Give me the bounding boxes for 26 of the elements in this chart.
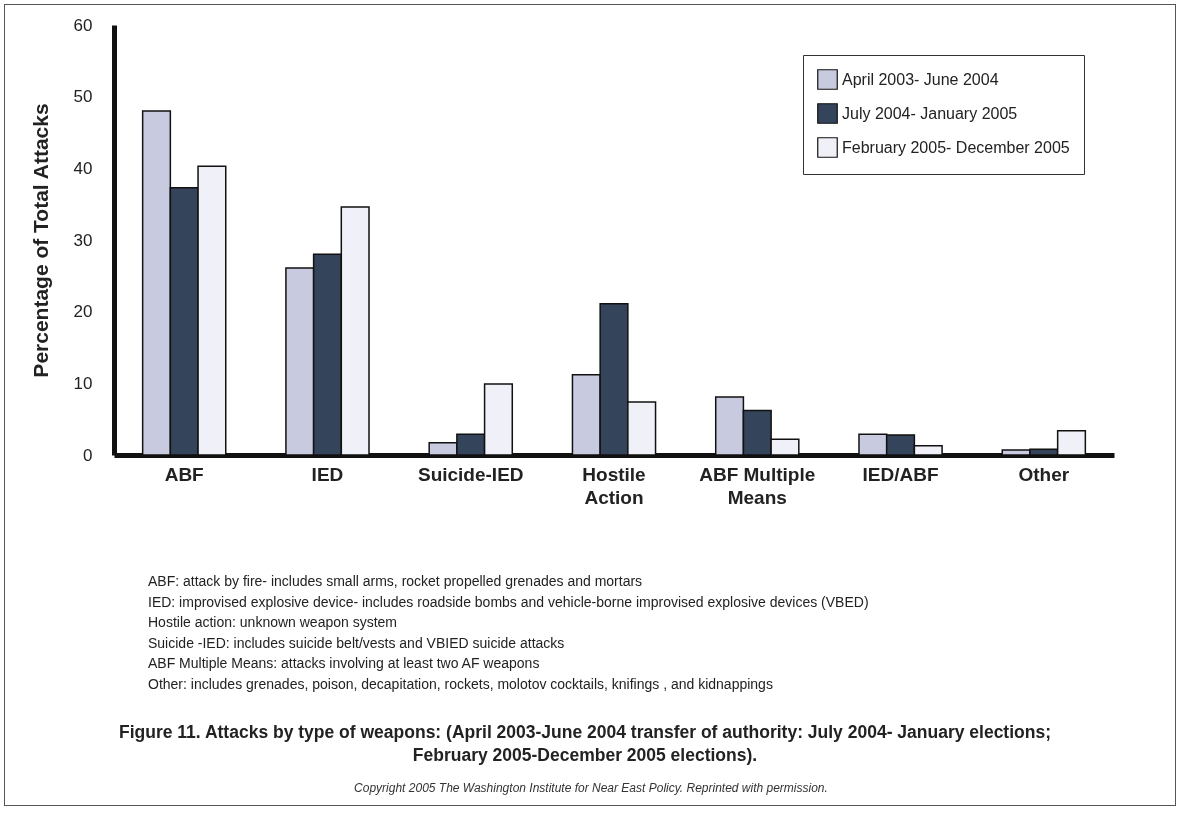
legend-label: April 2003- June 2004	[842, 70, 999, 88]
legend-label: February 2005- December 2005	[842, 138, 1070, 156]
text: Hostile action: unknown weapon system	[148, 613, 399, 633]
text: Figure 11. Attacks by type of weapons: (April 2003-June 2004 transfer of authority: July 2004- January elections; February 2005-December 2005 elections).	[118, 721, 1052, 767]
text: Copyright 2005 The Washington Institute for Near East Policy. Reprinted with permission.	[353, 781, 829, 795]
y-tick-label: 60	[73, 15, 93, 35]
x-tick-label: Other	[1018, 463, 1070, 485]
text: Other: includes grenades, poison, decapitation, rockets, molotov cocktails, knifings , and kidnappings	[148, 674, 774, 694]
y-tick-label: 10	[73, 373, 93, 393]
y-axis-title: Percentage of Total Attacks	[28, 103, 52, 378]
x-tick-label: ABF	[164, 463, 204, 485]
y-tick-label: 20	[73, 302, 93, 322]
text: Suicide -IED: includes suicide belt/vests and VBIED suicide attacks	[148, 633, 566, 653]
text: IED: improvised explosive device- includes roadside bombs and vehicle-borne improvised explosive devices (VBED)	[148, 592, 869, 612]
x-tick-label: IED/ABF	[862, 463, 939, 485]
y-tick-label: 40	[73, 158, 93, 178]
x-tick-label: Suicide-IED	[417, 463, 524, 485]
text: ABF Multiple Means: attacks involving at least two AF weapons	[148, 654, 541, 674]
x-tick-label: IED	[311, 463, 344, 485]
y-tick-label: 0	[83, 445, 93, 465]
y-tick-label: 50	[73, 87, 93, 107]
x-tick-label: ABF Multiple Means	[699, 463, 816, 508]
legend-label: July 2004- January 2005	[842, 104, 1018, 122]
y-tick-label: 30	[73, 230, 93, 250]
x-tick-label: Hostile Action	[582, 463, 646, 508]
text: ABF: attack by fire- includes small arms, rocket propelled grenades and mortars	[148, 572, 644, 591]
